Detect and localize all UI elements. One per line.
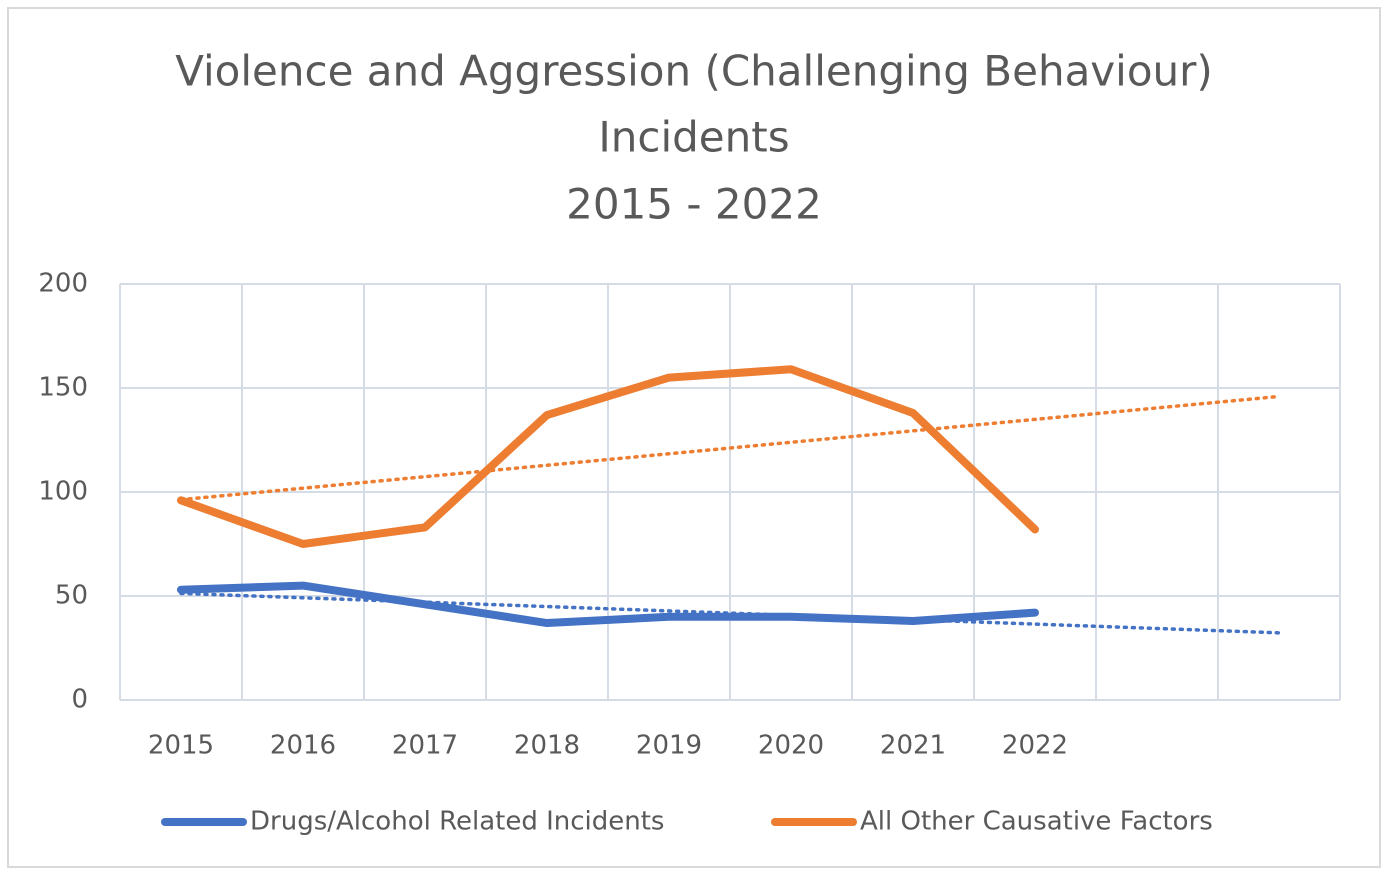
y-tick-label: 50: [55, 581, 88, 611]
x-tick-label: 2017: [392, 731, 458, 761]
trend-line: [179, 591, 1281, 635]
series-line: [177, 581, 1039, 628]
y-tick-label: 150: [38, 373, 88, 403]
legend-label: All Other Causative Factors: [860, 807, 1213, 837]
series-line: [177, 365, 1039, 548]
x-tick-label: 2020: [758, 731, 824, 761]
trend-line: [179, 394, 1281, 502]
y-tick-label: 0: [71, 685, 88, 715]
x-tick-label: 2018: [514, 731, 580, 761]
x-tick-label: 2021: [880, 731, 946, 761]
y-tick-label: 100: [38, 477, 88, 507]
x-tick-label: 2022: [1002, 731, 1068, 761]
y-tick-label: 200: [38, 269, 88, 299]
chart-title: Incidents: [598, 113, 789, 162]
chart-title: 2015 - 2022: [566, 180, 822, 229]
x-tick-label: 2019: [636, 731, 702, 761]
chart-border: [7, 7, 1381, 868]
chart-title: Violence and Aggression (Challenging Beh…: [175, 47, 1213, 96]
x-tick-label: 2016: [270, 731, 336, 761]
x-tick-label: 2015: [148, 731, 214, 761]
legend-label: Drugs/Alcohol Related Incidents: [250, 807, 664, 837]
